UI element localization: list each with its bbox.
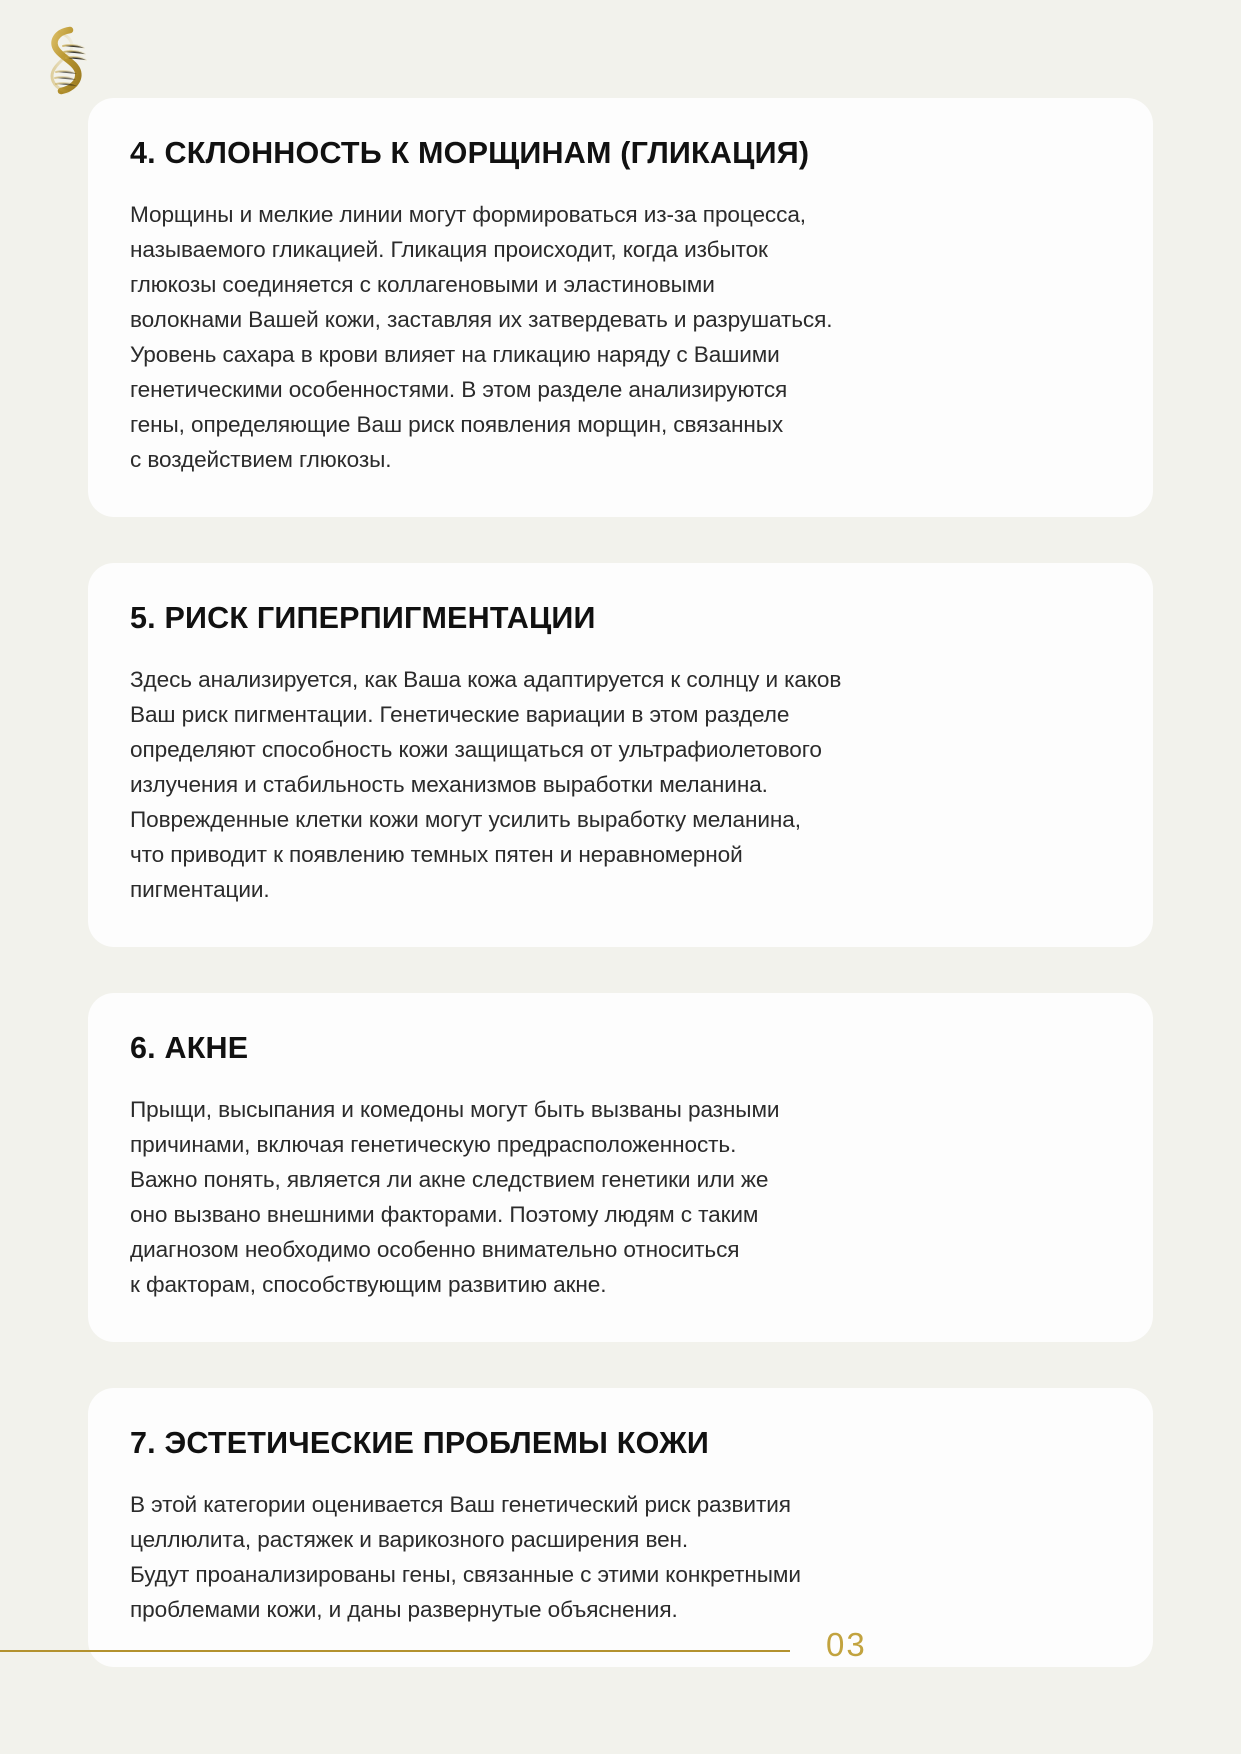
- section-title: 5. РИСК ГИПЕРПИГМЕНТАЦИИ: [130, 601, 596, 636]
- page-footer: 03: [0, 1584, 1241, 1754]
- body-line: к факторам, способствующим развитию акне…: [130, 1272, 607, 1298]
- body-line: проблемами кожи, и даны развернутые объя…: [130, 1597, 678, 1623]
- body-line: диагнозом необходимо особенно внимательн…: [130, 1237, 740, 1263]
- dna-helix-logo: [34, 22, 98, 100]
- section-card: 7. ЭСТЕТИЧЕСКИЕ ПРОБЛЕМЫ КОЖИ В этой кат…: [88, 1388, 1153, 1668]
- body-line: В этой категории оценивается Ваш генетич…: [130, 1492, 791, 1518]
- body-line: Важно понять, является ли акне следствие…: [130, 1167, 769, 1193]
- section-title: 7. ЭСТЕТИЧЕСКИЕ ПРОБЛЕМЫ КОЖИ: [130, 1426, 710, 1461]
- body-line: оно вызвано внешними факторами. Поэтому …: [130, 1202, 759, 1228]
- body-line: гены, определяющие Ваш риск появления мо…: [130, 412, 784, 438]
- body-line: Поврежденные клетки кожи могут усилить в…: [130, 807, 801, 833]
- body-line: Уровень сахара в крови влияет на гликаци…: [130, 342, 780, 368]
- body-line: волокнами Вашей кожи, заставляя их затве…: [130, 307, 833, 333]
- section-card: 4. СКЛОННОСТЬ К МОРЩИНАМ (ГЛИКАЦИЯ) Морщ…: [88, 98, 1153, 518]
- section-card: 6. АКНЕ Прыщи, высыпания и комедоны могу…: [88, 993, 1153, 1343]
- body-line: определяют способность кожи защищаться о…: [130, 737, 822, 763]
- body-line: целлюлита, растяжек и варикозного расшир…: [130, 1527, 689, 1553]
- body-line: с воздействием глюкозы.: [130, 447, 392, 473]
- body-line: глюкозы соединяется с коллагеновыми и эл…: [130, 272, 715, 298]
- body-line: Ваш риск пигментации. Генетические вариа…: [130, 702, 790, 728]
- section-title: 4. СКЛОННОСТЬ К МОРЩИНАМ (ГЛИКАЦИЯ): [130, 136, 810, 170]
- body-line: причинами, включая генетическую предрасп…: [130, 1132, 737, 1158]
- section-title: 6. АКНЕ: [130, 1031, 249, 1066]
- section-body: Прыщи, высыпания и комедоны могут быть в…: [130, 1092, 1111, 1302]
- footer-divider: [0, 1650, 790, 1652]
- body-line: что приводит к появлению темных пятен и …: [130, 842, 743, 868]
- body-line: пигментации.: [130, 877, 270, 903]
- body-line: Морщины и мелкие линии могут формировать…: [130, 202, 806, 228]
- body-line: Прыщи, высыпания и комедоны могут быть в…: [130, 1097, 780, 1123]
- body-line: называемого гликацией. Гликация происход…: [130, 237, 768, 263]
- body-line: Будут проанализированы гены, связанные с…: [130, 1562, 801, 1588]
- section-card: 5. РИСК ГИПЕРПИГМЕНТАЦИИ Здесь анализиру…: [88, 563, 1153, 948]
- body-line: Здесь анализируется, как Ваша кожа адапт…: [130, 667, 842, 693]
- page-number: 03: [826, 1626, 867, 1663]
- body-line: излучения и стабильность механизмов выра…: [130, 772, 768, 798]
- section-body: Здесь анализируется, как Ваша кожа адапт…: [130, 662, 1111, 907]
- body-line: генетическими особенностями. В этом разд…: [130, 377, 788, 403]
- section-body: В этой категории оценивается Ваш генетич…: [130, 1487, 1111, 1627]
- section-body: Морщины и мелкие линии могут формировать…: [130, 197, 1111, 477]
